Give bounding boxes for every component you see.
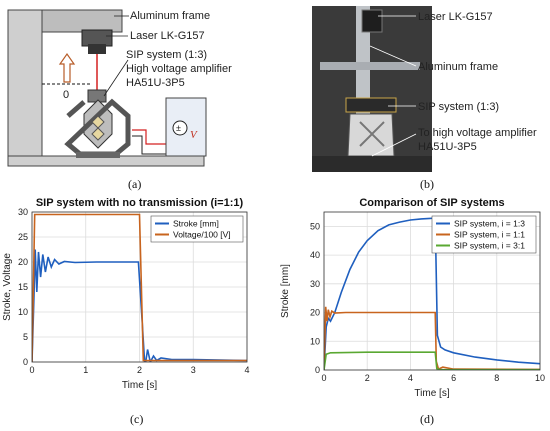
y-tick-label: 20 (18, 257, 28, 267)
photo-laser (361, 9, 383, 33)
caption-a: (a) (128, 177, 142, 191)
legend-entry: SIP system, i = 3:1 (454, 241, 525, 251)
label-b-laser: Laser LK-G157 (418, 11, 493, 23)
leader-b-amp (371, 133, 417, 157)
caption-c: (c) (130, 412, 144, 426)
caption-b: (b) (420, 177, 434, 191)
leader-b-frame (369, 45, 417, 67)
x-tick-label: 6 (451, 373, 456, 383)
y-axis-label: Stroke [mm] (280, 264, 291, 318)
wire-red (132, 129, 184, 145)
x-tick-label: 0 (321, 373, 326, 383)
y-tick-label: 0 (23, 357, 28, 367)
y-tick-label: 50 (310, 221, 320, 231)
setup-schematic: 0 ± V Aluminum frame Laser LK-G157 SIP s… (7, 9, 232, 167)
setup-photo: Laser LK-G157 Aluminum frame SIP system … (312, 6, 537, 172)
label-sip-system: SIP system (1:3) (126, 49, 207, 61)
photo-base (312, 156, 432, 172)
photo-frame-bar (320, 62, 420, 70)
wire-black (132, 135, 184, 155)
plus-minus-glyph: ± (176, 123, 181, 133)
x-tick-label: 0 (29, 365, 34, 375)
y-tick-label: 30 (18, 207, 28, 217)
axes-box (323, 211, 541, 371)
x-tick-label: 4 (408, 373, 413, 383)
legend-entry: SIP system, i = 1:3 (454, 219, 525, 229)
y-tick-label: 10 (18, 307, 28, 317)
y-tick-label: 15 (18, 282, 28, 292)
label-b-amp: To high voltage amplifier (418, 127, 537, 139)
x-tick-label: 4 (244, 365, 249, 375)
y-tick-label: 0 (315, 365, 320, 375)
label-aluminum-frame: Aluminum frame (130, 10, 210, 22)
x-tick-label: 10 (535, 373, 545, 383)
voltage-symbol: V (190, 129, 198, 141)
series-line-2 (32, 213, 247, 362)
x-tick-label: 8 (494, 373, 499, 383)
y-tick-label: 20 (310, 308, 320, 318)
axes-box (31, 211, 248, 363)
x-tick-label: 2 (365, 373, 370, 383)
y-tick-label: 30 (310, 279, 320, 289)
legend-box (150, 215, 244, 243)
series-line-1 (32, 249, 247, 362)
y-tick-label: 10 (310, 336, 320, 346)
label-amplifier: High voltage amplifier (126, 63, 232, 75)
zero-label: 0 (63, 89, 69, 101)
x-axis-label: Time [s] (414, 388, 449, 399)
label-b-sip: SIP system (1:3) (418, 101, 499, 113)
y-tick-label: 25 (18, 232, 28, 242)
label-amplifier-model: HA51U-3P5 (126, 77, 185, 89)
caption-d: (d) (420, 412, 434, 426)
legend-entry: Voltage/100 [V] (173, 230, 231, 240)
chart-title: Comparison of SIP systems (359, 197, 504, 209)
laser-body (81, 29, 113, 47)
frame-top-arm (41, 9, 123, 33)
label-laser: Laser LK-G157 (130, 30, 205, 42)
chart-title: SIP system with no transmission (i=1:1) (36, 197, 244, 209)
leader-sip (103, 59, 129, 97)
label-b-frame: Aluminum frame (418, 61, 498, 73)
series-line-2 (324, 306, 540, 370)
voltage-source-icon (172, 120, 188, 136)
x-axis-label: Time [s] (122, 380, 157, 391)
series-line-3 (324, 351, 540, 370)
y-axis-label: Stroke, Voltage (2, 253, 13, 321)
series-line-1 (324, 217, 540, 370)
laser-head (88, 44, 106, 54)
chart-comparison: Comparison of SIP systems 0 2 4 6 8 10 0 10 20 30 4… (280, 197, 545, 399)
x-tick-label: 2 (137, 365, 142, 375)
legend-entry: SIP system, i = 1:1 (454, 230, 525, 240)
frame-left-column (7, 9, 43, 167)
chart-stroke-voltage: SIP system with no transmission (i=1:1) 0… (2, 197, 250, 391)
x-tick-label: 3 (191, 365, 196, 375)
photo-sip-top (345, 97, 397, 113)
displacement-arrow (58, 52, 76, 83)
legend-entry: Stroke [mm] (173, 219, 219, 229)
label-b-amp-model: HA51U-3P5 (418, 141, 477, 153)
sip-mechanism (64, 89, 131, 158)
y-tick-label: 40 (310, 250, 320, 260)
x-tick-label: 1 (83, 365, 88, 375)
y-tick-label: 5 (23, 332, 28, 342)
photo-sip-flexure (359, 121, 385, 147)
